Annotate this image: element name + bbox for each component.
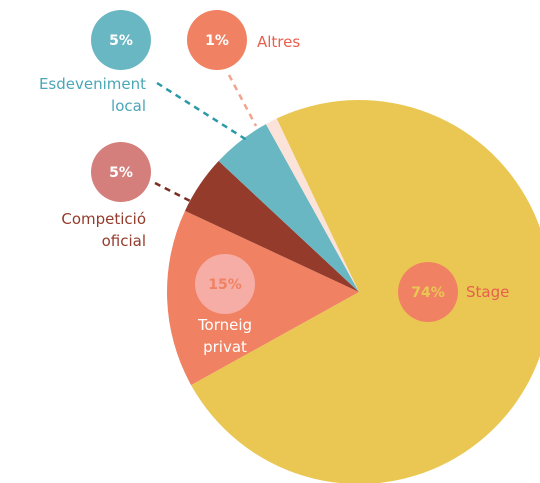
leader-line [154,181,195,205]
value-label: 5% [109,165,133,181]
value-label: 5% [109,33,133,49]
pie-slice [184,161,359,292]
value-badge [91,10,151,70]
value-label: 74% [411,285,445,301]
value-badge [195,254,255,314]
pie-slice [167,210,359,386]
value-label: 1% [205,33,229,49]
value-badge [187,10,247,70]
leader-line [227,74,258,127]
category-label: Torneig privat [197,316,253,356]
value-badge [91,142,151,202]
pie-slice [265,118,359,292]
pie-slice [191,100,540,483]
leader-line [156,81,251,144]
category-label: Esdeveniment local [38,75,146,115]
category-label: Competició oficial [61,210,146,250]
value-label: 15% [208,277,242,293]
category-label: Altres [257,33,301,51]
category-label: Stage [466,283,510,301]
pie-slice [218,124,359,292]
value-badge [398,262,458,322]
